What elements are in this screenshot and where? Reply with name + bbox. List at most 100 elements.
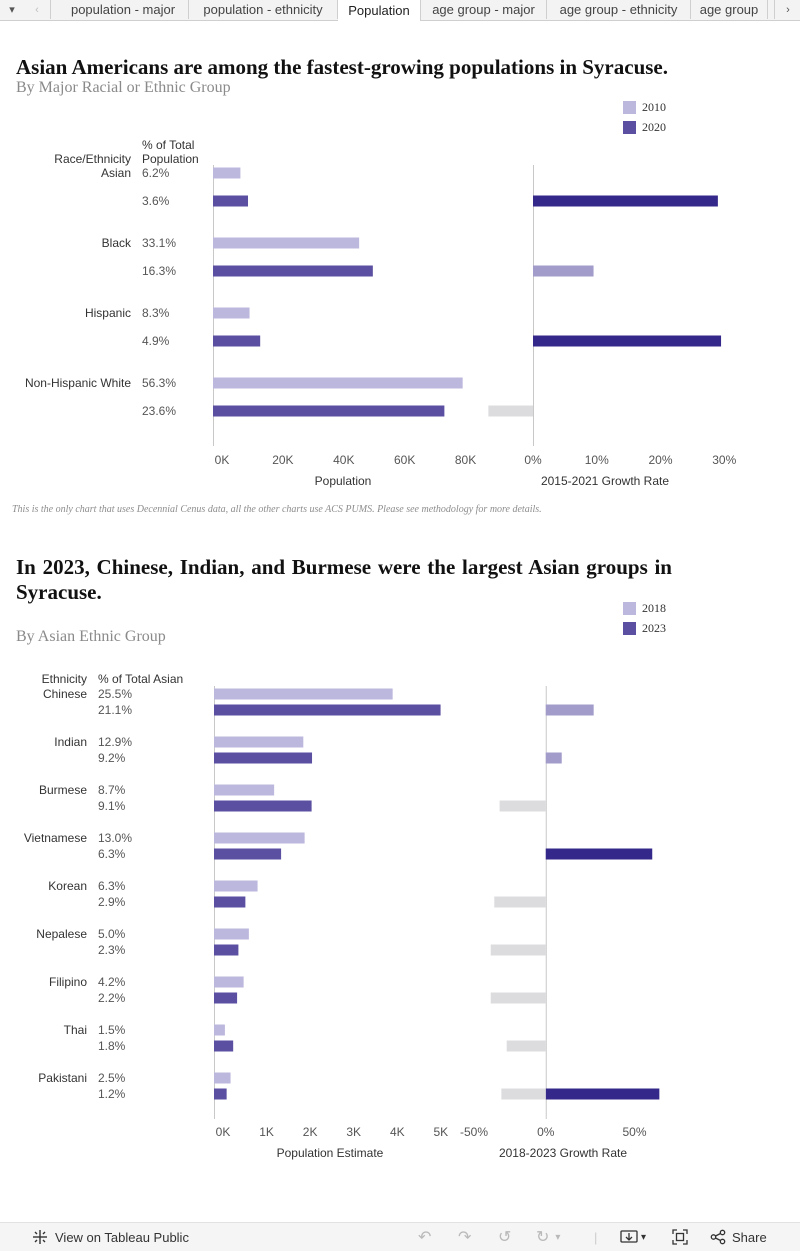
growth-bar: [506, 1040, 546, 1052]
population-bar-2018: [214, 688, 393, 700]
population-bar-2023: [214, 704, 441, 716]
growth-bar: [488, 405, 533, 417]
population-bar-2020: [213, 195, 249, 207]
tab-age-group-ethnicity[interactable]: age group - ethnicity: [547, 0, 691, 19]
population-bar-2010: [213, 167, 241, 179]
growth-bar: [533, 195, 718, 207]
revert-button[interactable]: ↺: [498, 1223, 511, 1251]
growth-axis-title: 2018-2023 Growth Rate: [499, 1146, 627, 1160]
tab-menu-button[interactable]: ▾: [0, 0, 25, 19]
category-label: Vietnamese: [24, 831, 87, 845]
chart2-legend-2018[interactable]: 2018: [623, 601, 666, 616]
legend-label-2018: 2018: [642, 601, 666, 615]
pct-label: 6.2%: [142, 166, 170, 180]
growth-tick-label: 0%: [537, 1125, 555, 1139]
redo-button[interactable]: ↷: [458, 1223, 471, 1251]
population-bar-2023: [214, 992, 238, 1004]
view-on-tableau-public-link[interactable]: View on Tableau Public: [32, 1223, 189, 1251]
pct-label: 2.2%: [98, 991, 126, 1005]
population-bar-2023: [214, 752, 313, 764]
population-bar-2023: [214, 896, 246, 908]
fullscreen-button[interactable]: [672, 1223, 688, 1251]
chart1-title: Asian Americans are among the fastest-gr…: [16, 55, 668, 79]
growth-bar: [490, 944, 546, 956]
chart2-plot: Ethnicity % of Total Asian Chinese 25.5% 21.…: [24, 672, 660, 1160]
legend-label-2020: 2020: [642, 120, 666, 134]
refresh-button[interactable]: ↻ ▾: [536, 1229, 561, 1246]
tab-population-ethnicity[interactable]: population - ethnicity: [189, 0, 338, 19]
share-button[interactable]: Share: [710, 1223, 767, 1251]
tab-population[interactable]: Population: [338, 0, 421, 21]
share-label: Share: [732, 1229, 767, 1245]
pct-label: 21.1%: [98, 703, 132, 717]
population-bar-2018: [214, 976, 244, 988]
growth-bar: [499, 800, 546, 812]
category-label: Burmese: [39, 783, 87, 797]
col-header-pct-cont: Population: [142, 152, 199, 166]
pop-tick-label: 5K: [434, 1125, 449, 1139]
category-label: Nepalese: [36, 927, 87, 941]
tab-next-button[interactable]: ›: [774, 0, 800, 19]
chart2-legend-2023[interactable]: 2023: [623, 621, 666, 636]
tab-population-major[interactable]: population - major: [58, 0, 189, 19]
pct-label: 25.5%: [98, 687, 132, 701]
pct-label: 16.3%: [142, 264, 176, 278]
growth-bar: [545, 704, 594, 716]
download-button[interactable]: ▾: [620, 1223, 646, 1251]
revert-icon: ↺: [498, 1229, 512, 1246]
tableau-toolbar: View on Tableau Public ↶ ↷ ↺ ↻ ▾ | ▾ Shar…: [0, 1222, 800, 1251]
category-label: Indian: [54, 735, 87, 749]
category-label: Hispanic: [85, 306, 131, 320]
toolbar-divider: |: [594, 1229, 598, 1245]
chart1-legend-2010[interactable]: 2010: [623, 100, 666, 115]
tab-prev-button[interactable]: ‹: [24, 0, 51, 19]
fullscreen-icon: [672, 1229, 688, 1245]
pop-tick-label: 60K: [394, 453, 415, 467]
pct-label: 56.3%: [142, 376, 176, 390]
category-label: Non-Hispanic White: [25, 376, 131, 390]
legend-label-2010: 2010: [642, 100, 666, 114]
population-bar-2010: [213, 377, 463, 389]
pop-tick-label: 80K: [455, 453, 476, 467]
chart1-subtitle: By Major Racial or Ethnic Group: [16, 79, 231, 96]
growth-tick-label: 0%: [524, 453, 542, 467]
tab-age-group-major[interactable]: age group - major: [421, 0, 547, 19]
undo-icon: ↶: [418, 1229, 432, 1246]
population-bar-2023: [214, 944, 239, 956]
growth-tick-label: 20%: [648, 453, 672, 467]
population-bar-2023: [214, 800, 312, 812]
pct-label: 5.0%: [98, 927, 126, 941]
growth-bar: [545, 848, 653, 860]
population-bar-2010: [213, 307, 250, 319]
view-on-tableau-public-label: View on Tableau Public: [55, 1229, 189, 1245]
chart1-legend-2020[interactable]: 2020: [623, 120, 666, 135]
caret-down-icon: ▾: [9, 4, 15, 16]
population-bar-2018: [214, 1072, 231, 1084]
growth-tick-label: -50%: [460, 1125, 488, 1139]
population-bar-2020: [213, 335, 261, 347]
population-bar-2023: [214, 848, 282, 860]
population-bar-2018: [214, 832, 305, 844]
chart2-title: In 2023, Chinese, Indian, and Burmese we…: [16, 555, 672, 604]
legend-swatch-2018: [623, 602, 636, 615]
refresh-icon: ↻: [536, 1229, 550, 1246]
chevron-left-icon: ‹: [35, 3, 39, 16]
col-header-pct: % of Total: [142, 138, 194, 152]
category-label: Thai: [64, 1023, 87, 1037]
redo-icon: ↷: [458, 1229, 472, 1246]
chart1-methodology-note: This is the only chart that uses Decenni…: [12, 504, 542, 515]
pct-label: 2.3%: [98, 943, 126, 957]
pop-tick-label: 0K: [216, 1125, 231, 1139]
pct-label: 1.8%: [98, 1039, 126, 1053]
pct-label: 9.1%: [98, 799, 126, 813]
population-bar-2020: [213, 405, 445, 417]
pct-label: 12.9%: [98, 735, 132, 749]
undo-button[interactable]: ↶: [418, 1223, 431, 1251]
sheet-tab-bar: ▾ ‹ population - major population - ethn…: [0, 0, 800, 21]
pct-label: 2.5%: [98, 1071, 126, 1085]
legend-swatch-2010: [623, 101, 636, 114]
growth-bar: [490, 992, 546, 1004]
pct-label: 33.1%: [142, 236, 176, 250]
growth-bar: [533, 335, 722, 347]
tab-age-group[interactable]: age group: [691, 0, 768, 19]
